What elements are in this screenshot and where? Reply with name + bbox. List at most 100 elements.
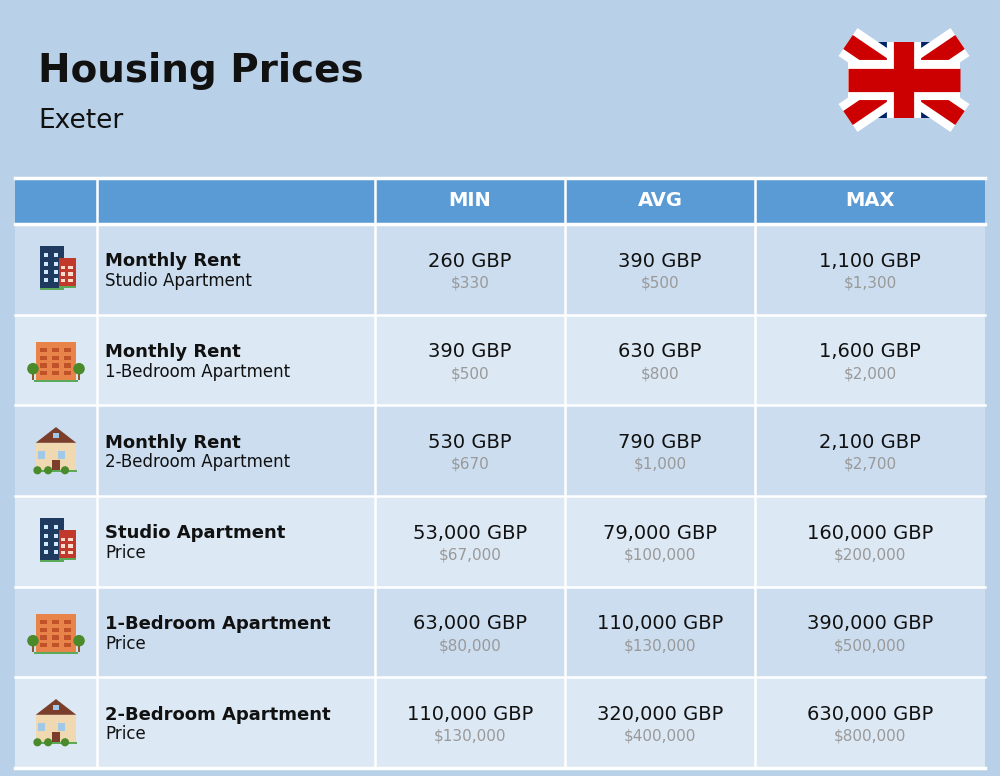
FancyBboxPatch shape <box>61 551 65 554</box>
FancyBboxPatch shape <box>54 550 58 554</box>
Text: Housing Prices: Housing Prices <box>38 52 364 90</box>
Text: Price: Price <box>105 544 146 562</box>
FancyBboxPatch shape <box>52 348 59 352</box>
Circle shape <box>74 364 84 374</box>
FancyBboxPatch shape <box>64 348 71 352</box>
FancyBboxPatch shape <box>68 551 73 554</box>
Text: Monthly Rent: Monthly Rent <box>105 252 241 270</box>
Circle shape <box>45 739 52 746</box>
FancyBboxPatch shape <box>15 496 985 587</box>
FancyBboxPatch shape <box>59 258 76 288</box>
FancyBboxPatch shape <box>40 371 47 376</box>
Text: $670: $670 <box>451 457 489 472</box>
Text: 390,000 GBP: 390,000 GBP <box>807 615 933 633</box>
Text: 110,000 GBP: 110,000 GBP <box>597 615 723 633</box>
FancyBboxPatch shape <box>40 246 64 290</box>
FancyBboxPatch shape <box>59 286 76 288</box>
Text: $800,000: $800,000 <box>834 729 906 743</box>
Text: AVG: AVG <box>638 192 682 210</box>
FancyBboxPatch shape <box>52 732 60 744</box>
Text: MAX: MAX <box>845 192 895 210</box>
FancyBboxPatch shape <box>15 405 985 496</box>
FancyBboxPatch shape <box>40 287 64 290</box>
Text: 2,100 GBP: 2,100 GBP <box>819 433 921 452</box>
Text: 1,600 GBP: 1,600 GBP <box>819 342 921 362</box>
Text: 790 GBP: 790 GBP <box>618 433 702 452</box>
FancyBboxPatch shape <box>54 262 58 265</box>
Text: 390 GBP: 390 GBP <box>428 342 512 362</box>
Text: Monthly Rent: Monthly Rent <box>105 434 241 452</box>
FancyBboxPatch shape <box>44 534 48 538</box>
FancyBboxPatch shape <box>35 469 77 472</box>
FancyBboxPatch shape <box>68 545 73 548</box>
Text: 320,000 GBP: 320,000 GBP <box>597 705 723 724</box>
Text: 2-Bedroom Apartment: 2-Bedroom Apartment <box>105 705 331 723</box>
FancyBboxPatch shape <box>54 270 58 274</box>
Text: 630,000 GBP: 630,000 GBP <box>807 705 933 724</box>
Text: 630 GBP: 630 GBP <box>618 342 702 362</box>
FancyBboxPatch shape <box>54 253 58 258</box>
FancyBboxPatch shape <box>68 538 73 541</box>
FancyBboxPatch shape <box>61 272 65 275</box>
Circle shape <box>74 636 84 646</box>
FancyBboxPatch shape <box>61 279 65 282</box>
FancyBboxPatch shape <box>59 529 76 559</box>
FancyBboxPatch shape <box>52 363 59 368</box>
Text: Price: Price <box>105 726 146 743</box>
FancyBboxPatch shape <box>54 542 58 546</box>
Polygon shape <box>36 427 76 443</box>
FancyBboxPatch shape <box>58 723 65 731</box>
Text: 160,000 GBP: 160,000 GBP <box>807 524 933 542</box>
FancyBboxPatch shape <box>59 558 76 559</box>
FancyBboxPatch shape <box>15 314 985 405</box>
Text: 390 GBP: 390 GBP <box>618 251 702 271</box>
Circle shape <box>34 467 41 473</box>
FancyBboxPatch shape <box>53 432 59 438</box>
FancyBboxPatch shape <box>44 279 48 282</box>
FancyBboxPatch shape <box>58 452 65 459</box>
FancyBboxPatch shape <box>64 643 71 647</box>
FancyBboxPatch shape <box>53 705 59 710</box>
FancyBboxPatch shape <box>68 265 73 269</box>
Polygon shape <box>36 699 76 715</box>
Text: 110,000 GBP: 110,000 GBP <box>407 705 533 724</box>
Text: 260 GBP: 260 GBP <box>428 251 512 271</box>
Circle shape <box>45 467 52 473</box>
Text: 2-Bedroom Apartment: 2-Bedroom Apartment <box>105 453 290 472</box>
Text: 1-Bedroom Apartment: 1-Bedroom Apartment <box>105 615 331 633</box>
FancyBboxPatch shape <box>36 614 76 654</box>
Text: 1-Bedroom Apartment: 1-Bedroom Apartment <box>105 363 290 381</box>
FancyBboxPatch shape <box>52 459 60 472</box>
Text: $2,000: $2,000 <box>843 366 897 381</box>
FancyBboxPatch shape <box>40 518 64 562</box>
FancyBboxPatch shape <box>61 265 65 269</box>
Text: $130,000: $130,000 <box>434 729 506 743</box>
Circle shape <box>62 467 68 473</box>
FancyBboxPatch shape <box>68 272 73 275</box>
FancyBboxPatch shape <box>64 371 71 376</box>
FancyBboxPatch shape <box>35 742 77 744</box>
Text: 79,000 GBP: 79,000 GBP <box>603 524 717 542</box>
FancyBboxPatch shape <box>40 348 47 352</box>
FancyBboxPatch shape <box>40 620 47 624</box>
FancyBboxPatch shape <box>40 355 47 360</box>
FancyBboxPatch shape <box>32 645 34 653</box>
Circle shape <box>28 364 38 374</box>
FancyBboxPatch shape <box>40 643 47 647</box>
FancyBboxPatch shape <box>64 636 71 639</box>
Text: 63,000 GBP: 63,000 GBP <box>413 615 527 633</box>
FancyBboxPatch shape <box>44 270 48 274</box>
FancyBboxPatch shape <box>68 279 73 282</box>
FancyBboxPatch shape <box>848 42 960 118</box>
FancyBboxPatch shape <box>52 628 59 632</box>
FancyBboxPatch shape <box>36 715 76 744</box>
Text: $400,000: $400,000 <box>624 729 696 743</box>
FancyBboxPatch shape <box>61 545 65 548</box>
FancyBboxPatch shape <box>36 443 76 472</box>
Text: $2,700: $2,700 <box>843 457 897 472</box>
FancyBboxPatch shape <box>44 262 48 265</box>
Text: $100,000: $100,000 <box>624 547 696 563</box>
Text: $800: $800 <box>641 366 679 381</box>
FancyBboxPatch shape <box>64 363 71 368</box>
FancyBboxPatch shape <box>36 342 76 383</box>
